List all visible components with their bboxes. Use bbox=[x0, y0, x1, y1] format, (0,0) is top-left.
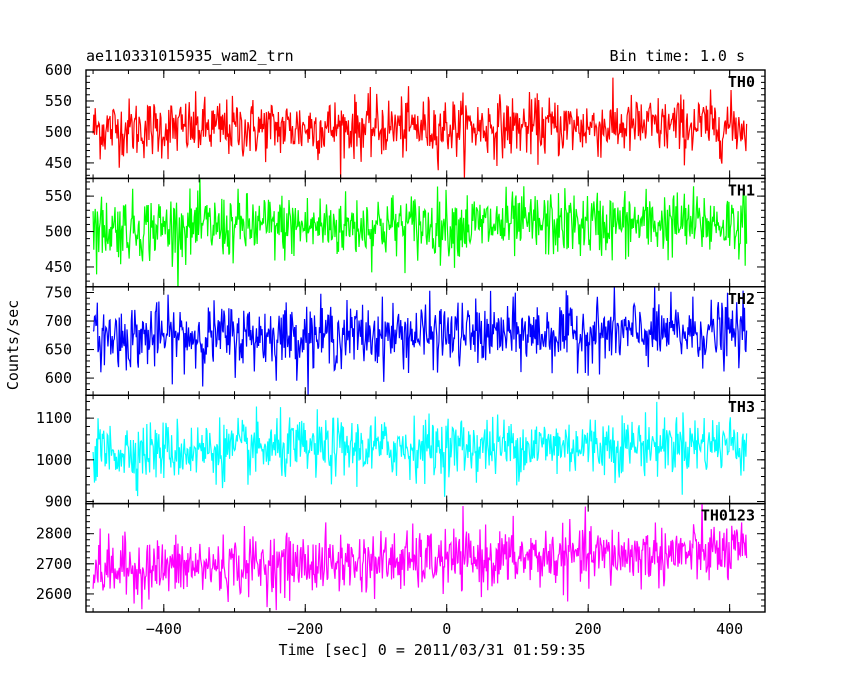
y-tick-label: 2600 bbox=[36, 585, 72, 603]
series-th1 bbox=[92, 178, 748, 287]
x-tick-label: 400 bbox=[716, 620, 743, 638]
panel-label: TH3 bbox=[728, 398, 755, 416]
series-th0 bbox=[92, 77, 748, 179]
chart-title: ae110331015935_wam2_trn bbox=[86, 47, 294, 65]
y-tick-label: 450 bbox=[45, 154, 72, 172]
y-tick-label: 550 bbox=[45, 92, 72, 110]
y-tick-label: 500 bbox=[45, 123, 72, 141]
panel-th2: 600 650 700 750 TH2 bbox=[45, 284, 766, 396]
panel-label: TH0 bbox=[728, 73, 755, 91]
series-th3 bbox=[92, 401, 748, 497]
panel-label: TH2 bbox=[728, 290, 755, 308]
y-tick-label: 2700 bbox=[36, 555, 72, 573]
series-th2 bbox=[92, 286, 748, 396]
panel-label: TH1 bbox=[728, 181, 755, 199]
series-th0123 bbox=[92, 503, 748, 611]
x-tick-label: −400 bbox=[146, 620, 182, 638]
x-tick-label: −200 bbox=[287, 620, 323, 638]
x-axis: −400 −200 0 200 400 bbox=[146, 620, 743, 638]
panel-label: TH0123 bbox=[701, 507, 755, 525]
y-tick-label: 700 bbox=[45, 312, 72, 330]
panels-group: 450 500 550 600 TH0 450 500 550 TH1 600 650 700 750 T… bbox=[36, 61, 766, 613]
y-tick-label: 2800 bbox=[36, 525, 72, 543]
y-tick-label: 1100 bbox=[36, 409, 72, 427]
panel-th1: 450 500 550 TH1 bbox=[45, 177, 766, 288]
y-tick-label: 500 bbox=[45, 223, 72, 241]
y-tick-label: 650 bbox=[45, 341, 72, 359]
panel-th0: 450 500 550 600 TH0 bbox=[45, 61, 766, 180]
y-tick-label: 750 bbox=[45, 284, 72, 302]
panel-frame bbox=[85, 502, 766, 613]
y-tick-label: 450 bbox=[45, 258, 72, 276]
y-tick-label: 600 bbox=[45, 61, 72, 79]
panel-th3: 900 1000 1100 TH3 bbox=[36, 394, 766, 511]
x-axis-label: Time [sec] 0 = 2011/03/31 01:59:35 bbox=[278, 641, 585, 659]
panel-th0123: 2600 2700 2800 TH0123 bbox=[36, 502, 766, 613]
y-tick-label: 1000 bbox=[36, 451, 72, 469]
y-tick-label: 600 bbox=[45, 369, 72, 387]
y-tick-label: 550 bbox=[45, 187, 72, 205]
bin-time-label: Bin time: 1.0 s bbox=[610, 47, 745, 65]
y-tick-label: 900 bbox=[45, 493, 72, 511]
x-tick-label: 200 bbox=[575, 620, 602, 638]
y-axis-label: Counts/sec bbox=[4, 300, 22, 390]
x-tick-label: 0 bbox=[442, 620, 451, 638]
